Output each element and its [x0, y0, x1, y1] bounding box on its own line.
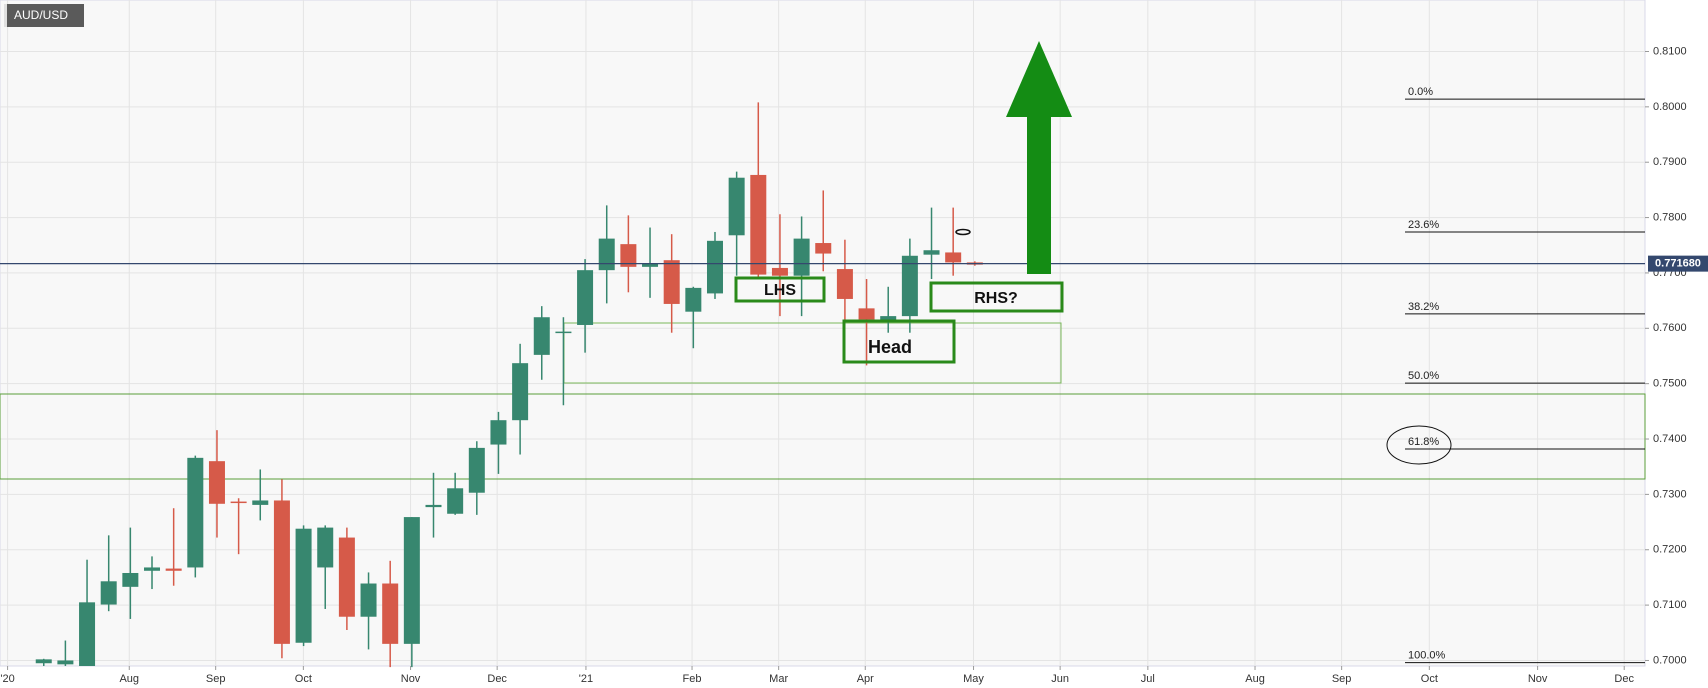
candle-body: [360, 583, 377, 617]
candle-body: [338, 537, 355, 617]
candle-body: [35, 659, 52, 664]
y-tick-label: 0.7100: [1653, 599, 1687, 611]
x-tick-label: Apr: [857, 673, 874, 685]
x-tick-label: Mar: [769, 673, 788, 685]
candle-body: [793, 238, 810, 276]
candle-body: [880, 316, 897, 322]
y-tick-label: 0.7500: [1653, 378, 1687, 390]
y-tick-label: 0.8000: [1653, 101, 1687, 113]
x-tick-label: Jun: [1051, 673, 1069, 685]
candle-body: [836, 269, 853, 299]
fib-label: 38.2%: [1408, 301, 1439, 313]
marker: [955, 228, 971, 236]
overlay: 0.0% 23.6% 38.2% 50.0% 61.8% 100.0%: [0, 86, 1645, 664]
candle-body: [728, 177, 745, 236]
candle-body: [663, 260, 680, 304]
candle-body: [187, 457, 204, 568]
fib-label: 50.0%: [1408, 370, 1439, 382]
candle-body: [295, 528, 312, 643]
candle-body: [79, 602, 96, 666]
lhs-label: LHS: [764, 282, 796, 299]
candle-body: [230, 501, 247, 504]
candle-body: [750, 174, 767, 275]
plot-area: [0, 0, 1646, 667]
candle-body: [382, 583, 399, 644]
fib-label: 100.0%: [1408, 650, 1446, 662]
x-tick-label: Sep: [206, 673, 226, 685]
candle-body: [165, 568, 182, 571]
candle-body: [490, 420, 507, 445]
arrow-shaft: [1027, 116, 1051, 274]
fib-label: 61.8%: [1408, 436, 1439, 448]
y-tick-label: 0.7300: [1653, 488, 1687, 500]
x-tick-label: Sep: [1332, 673, 1352, 685]
rhs-label: RHS?: [974, 290, 1018, 307]
candle-body: [100, 581, 117, 605]
y-tick-label: 0.7800: [1653, 211, 1687, 223]
candle-body: [533, 317, 550, 355]
candle-body: [620, 244, 637, 267]
candle-body: [425, 504, 442, 508]
x-tick-label: Dec: [1614, 673, 1634, 685]
y-tick-label: 0.7400: [1653, 433, 1687, 445]
grid: [0, 0, 1645, 666]
fib-label: 23.6%: [1408, 219, 1439, 231]
support-zone: [0, 393, 1646, 480]
candle-body: [706, 240, 723, 294]
lhs-box: [734, 276, 826, 303]
rhs-box: [929, 281, 1064, 313]
candle-body: [512, 363, 529, 421]
chart-title: AUD/USD: [14, 8, 68, 22]
candle-body: [447, 488, 464, 514]
head-box: [842, 319, 956, 364]
fib-label: 0.0%: [1408, 86, 1433, 98]
candle-body: [252, 500, 269, 505]
x-tick-label: Nov: [1528, 673, 1548, 685]
x-tick-label: Nov: [401, 673, 421, 685]
fib-circle: [1386, 425, 1452, 465]
candle-body: [858, 308, 875, 320]
x-tick-label: Dec: [487, 673, 507, 685]
candle-body: [555, 331, 572, 334]
y-tick-label: 0.7200: [1653, 544, 1687, 556]
arrow-head: [1006, 41, 1072, 117]
candle-body: [403, 517, 420, 644]
x-tick-label: Oct: [1421, 673, 1438, 685]
head-label: Head: [868, 337, 912, 357]
candle-body: [685, 287, 702, 312]
y-tick-label: 0.7000: [1653, 654, 1687, 666]
candle-body: [144, 567, 161, 571]
candle-body: [598, 238, 615, 271]
candle-body: [208, 461, 225, 504]
x-tick-label: Jul: [1141, 673, 1155, 685]
x-tick-label: Aug: [1245, 673, 1265, 685]
candle-body: [923, 250, 940, 255]
candle-body: [273, 500, 290, 644]
title-accent: [4, 4, 7, 27]
candle-body: [122, 572, 139, 587]
y-tick-label: 0.7900: [1653, 156, 1687, 168]
title-box: [4, 4, 84, 27]
candle-body: [771, 267, 788, 276]
x-tick-label: May: [963, 673, 984, 685]
candle-body: [577, 270, 594, 325]
candle-body: [468, 447, 485, 493]
x-tick-label: Feb: [683, 673, 702, 685]
candle-body: [57, 660, 74, 665]
last-price-label: 0.771680: [1655, 258, 1701, 270]
x-tick-label: '20: [0, 673, 14, 685]
x-tick-label: '21: [579, 673, 593, 685]
x-tick-label: Aug: [119, 673, 139, 685]
candle-body: [901, 255, 918, 317]
y-tick-label: 0.8100: [1653, 45, 1687, 57]
y-tick-label: 0.7600: [1653, 322, 1687, 334]
candle-body: [642, 263, 659, 267]
last-price-tag: [1648, 255, 1708, 272]
candle-body: [945, 252, 962, 263]
candle-body: [317, 527, 334, 568]
candle-body: [815, 243, 832, 254]
x-tick-label: Oct: [295, 673, 312, 685]
